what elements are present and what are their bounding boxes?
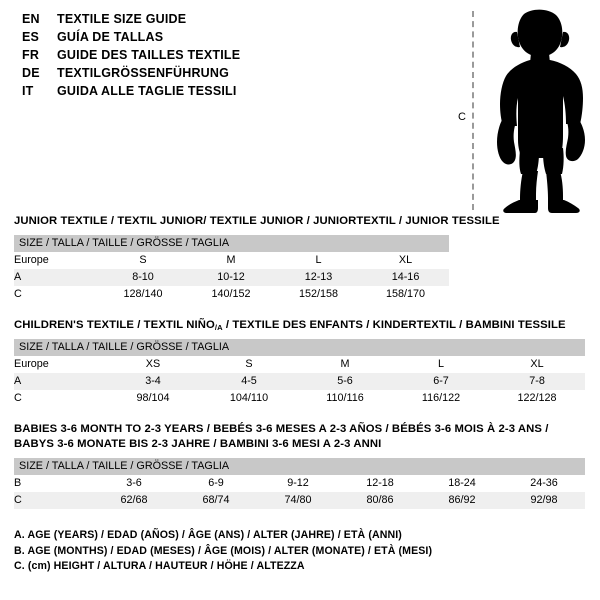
- junior-size-table: SIZE / TALLA / TAILLE / GRÖSSE / TAGLIA …: [14, 235, 450, 303]
- language-row-fr: FR GUIDE DES TAILLES TEXTILE: [22, 48, 442, 66]
- language-header: EN TEXTILE SIZE GUIDE ES GUÍA DE TALLAS …: [22, 12, 442, 102]
- table-row: C 62/68 68/74 74/80 80/86 86/92 92/98: [14, 492, 585, 509]
- language-row-en: EN TEXTILE SIZE GUIDE: [22, 12, 442, 30]
- babies-band-label: SIZE / TALLA / TAILLE / GRÖSSE / TAGLIA: [14, 458, 585, 475]
- cell-value: 9-12: [257, 475, 339, 492]
- children-title-subscript: /A: [214, 323, 223, 332]
- legend-line-a: A. AGE (YEARS) / EDAD (AÑOS) / ÂGE (ANS)…: [14, 529, 402, 541]
- cell-value: 140/152: [187, 286, 275, 303]
- row-label: B: [14, 475, 93, 492]
- cell-value: M: [187, 252, 275, 269]
- babies-size-table: SIZE / TALLA / TAILLE / GRÖSSE / TAGLIA …: [14, 458, 585, 509]
- table-row: Europe S M L XL: [14, 252, 450, 269]
- toddler-silhouette-icon: [497, 9, 585, 213]
- measure-dashed-line: [472, 11, 474, 210]
- language-title-fr: GUIDE DES TAILLES TEXTILE: [57, 48, 241, 62]
- row-label: C: [14, 492, 93, 509]
- cell-value: S: [99, 252, 187, 269]
- children-title-pre: CHILDREN'S TEXTILE / TEXTIL NIÑO: [14, 319, 215, 331]
- table-row: C 128/140 140/152 152/158 158/170: [14, 286, 450, 303]
- cell-value: 86/92: [421, 492, 503, 509]
- cell-value: 104/110: [201, 390, 297, 407]
- cell-value: 152/158: [275, 286, 362, 303]
- table-row: A 3-4 4-5 5-6 6-7 7-8: [14, 373, 586, 390]
- cell-value: 12-13: [275, 269, 362, 286]
- cell-value: 4-5: [201, 373, 297, 390]
- language-row-it: IT GUIDA ALLE TAGLIE TESSILI: [22, 84, 442, 102]
- row-label: C: [14, 286, 99, 303]
- cell-value: 12-18: [339, 475, 421, 492]
- cell-value: 3-4: [105, 373, 201, 390]
- children-textile-section: CHILDREN'S TEXTILE / TEXTIL NIÑO/A / TEX…: [14, 318, 586, 407]
- cell-value: 116/122: [393, 390, 489, 407]
- children-band-label: SIZE / TALLA / TAILLE / GRÖSSE / TAGLIA: [14, 339, 586, 356]
- junior-section-title: JUNIOR TEXTILE / TEXTIL JUNIOR/ TEXTILE …: [14, 215, 500, 227]
- cell-value: 158/170: [362, 286, 450, 303]
- row-label: C: [14, 390, 105, 407]
- cell-value: M: [297, 356, 393, 373]
- language-title-en: TEXTILE SIZE GUIDE: [57, 12, 187, 26]
- cell-value: 14-16: [362, 269, 450, 286]
- row-label: Europe: [14, 356, 105, 373]
- table-row: B 3-6 6-9 9-12 12-18 18-24 24-36: [14, 475, 585, 492]
- babies-section-title-line1: BABIES 3-6 MONTH TO 2-3 YEARS / BEBÉS 3-…: [14, 423, 549, 435]
- cell-value: 80/86: [339, 492, 421, 509]
- language-title-it: GUIDA ALLE TAGLIE TESSILI: [57, 84, 237, 98]
- cell-value: 10-12: [187, 269, 275, 286]
- cell-value: 74/80: [257, 492, 339, 509]
- table-row: C 98/104 104/110 110/116 116/122 122/128: [14, 390, 586, 407]
- babies-textile-section: BABIES 3-6 MONTH TO 2-3 YEARS / BEBÉS 3-…: [14, 422, 585, 509]
- cell-value: 62/68: [93, 492, 175, 509]
- table-band-row: SIZE / TALLA / TAILLE / GRÖSSE / TAGLIA: [14, 235, 450, 252]
- cell-value: L: [393, 356, 489, 373]
- junior-band-label: SIZE / TALLA / TAILLE / GRÖSSE / TAGLIA: [14, 235, 450, 252]
- language-title-es: GUÍA DE TALLAS: [57, 30, 164, 44]
- cell-value: 3-6: [93, 475, 175, 492]
- cell-value: XL: [489, 356, 586, 373]
- cell-value: 110/116: [297, 390, 393, 407]
- cell-value: S: [201, 356, 297, 373]
- row-label: Europe: [14, 252, 99, 269]
- cell-value: XS: [105, 356, 201, 373]
- table-row: A 8-10 10-12 12-13 14-16: [14, 269, 450, 286]
- measure-label-c: C: [458, 111, 466, 123]
- table-band-row: SIZE / TALLA / TAILLE / GRÖSSE / TAGLIA: [14, 458, 585, 475]
- cell-value: 68/74: [175, 492, 257, 509]
- junior-textile-section: JUNIOR TEXTILE / TEXTIL JUNIOR/ TEXTILE …: [14, 214, 500, 303]
- cell-value: 98/104: [105, 390, 201, 407]
- cell-value: 24-36: [503, 475, 585, 492]
- language-row-es: ES GUÍA DE TALLAS: [22, 30, 442, 48]
- cell-value: 122/128: [489, 390, 586, 407]
- cell-value: 8-10: [99, 269, 187, 286]
- language-code-it: IT: [22, 84, 34, 98]
- cell-value: L: [275, 252, 362, 269]
- babies-section-title-line2: BABYS 3-6 MONATE BIS 2-3 JAHRE / BAMBINI…: [14, 438, 382, 450]
- cell-value: 6-9: [175, 475, 257, 492]
- legend-line-b: B. AGE (MONTHS) / EDAD (MESES) / ÂGE (MO…: [14, 544, 433, 557]
- language-title-de: TEXTILGRÖSSENFÜHRUNG: [57, 66, 230, 80]
- cell-value: 128/140: [99, 286, 187, 303]
- cell-value: 6-7: [393, 373, 489, 390]
- cell-value: 7-8: [489, 373, 586, 390]
- table-row: Europe XS S M L XL: [14, 356, 586, 373]
- cell-value: XL: [362, 252, 450, 269]
- children-section-title: CHILDREN'S TEXTILE / TEXTIL NIÑO/A / TEX…: [14, 318, 585, 333]
- language-code-es: ES: [22, 30, 40, 44]
- cell-value: 5-6: [297, 373, 393, 390]
- legend-line-c: C. (cm) HEIGHT / ALTURA / HAUTEUR / HÖHE…: [14, 560, 305, 572]
- legend-block: A. AGE (YEARS) / EDAD (AÑOS) / ÂGE (ANS)…: [14, 528, 574, 575]
- height-measurement-figure: C: [450, 8, 595, 213]
- table-band-row: SIZE / TALLA / TAILLE / GRÖSSE / TAGLIA: [14, 339, 586, 356]
- language-code-de: DE: [22, 66, 40, 80]
- children-title-post: / TEXTILE DES ENFANTS / KINDERTEXTIL / B…: [222, 319, 566, 331]
- cell-value: 92/98: [503, 492, 585, 509]
- cell-value: 18-24: [421, 475, 503, 492]
- row-label: A: [14, 269, 99, 286]
- language-row-de: DE TEXTILGRÖSSENFÜHRUNG: [22, 66, 442, 84]
- children-size-table: SIZE / TALLA / TAILLE / GRÖSSE / TAGLIA …: [14, 339, 586, 407]
- row-label: A: [14, 373, 105, 390]
- language-code-fr: FR: [22, 48, 40, 62]
- language-code-en: EN: [22, 12, 40, 26]
